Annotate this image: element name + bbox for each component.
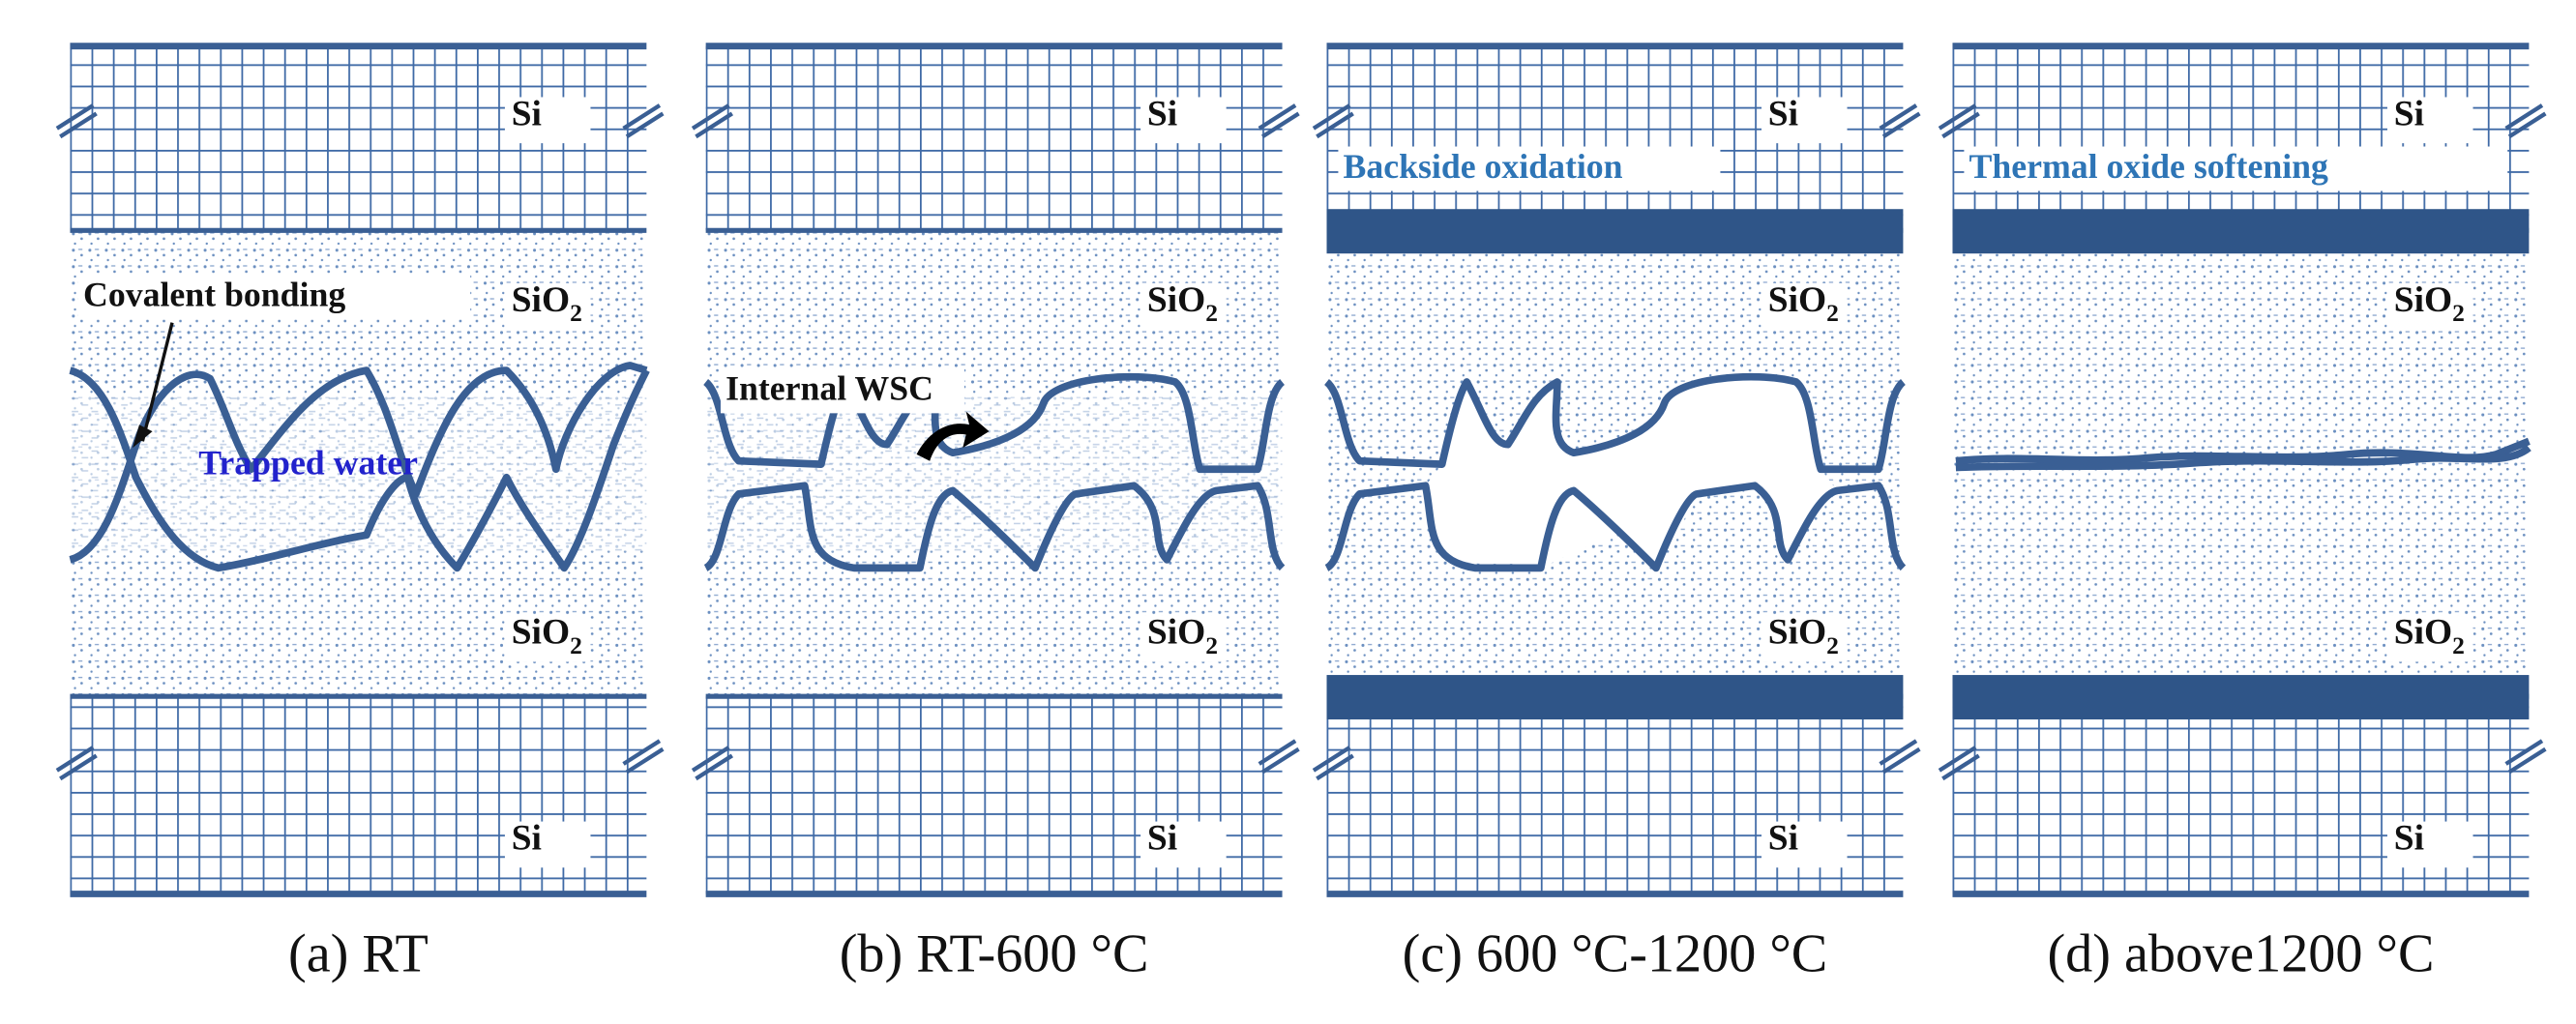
break-mark [1938,103,1980,139]
interface [1955,444,2532,472]
annotation-bg [720,368,964,414]
label-bg [1761,821,1848,868]
annotation: Internal WSC [725,369,933,408]
label-bg [2386,282,2473,330]
sio2-label-base: SiO [1147,280,1205,320]
label-bg [1140,821,1227,868]
break-mark [622,739,665,775]
sio2-label: SiO2 [2394,613,2465,659]
label-bg [2386,615,2473,662]
si-label: Si [2394,94,2424,133]
sio2-label-base: SiO [1147,613,1205,653]
sio2-label-sub: 2 [1205,631,1218,659]
annotation: Trapped water [198,443,418,482]
break-mark [1879,103,1921,139]
interface [69,362,648,564]
label-bg [504,821,591,868]
label-bg [1761,282,1848,330]
annotation: Covalent bonding [83,276,345,314]
pointer [140,322,174,442]
pointer-head [133,424,153,449]
label-bg [1761,97,1848,144]
label-bg [504,97,591,144]
break-mark [1312,746,1354,781]
label-bg [2386,821,2473,868]
void [1425,381,1698,569]
break-mark [691,746,734,781]
sio2-label-base: SiO [2394,280,2452,320]
break-mark [55,746,98,781]
break-mark [1258,739,1300,775]
label-bg [504,282,591,330]
sio2-label-base: SiO [1768,613,1826,653]
break-mark [691,103,734,139]
annotation-bg [1338,146,1721,191]
sio2-label-sub: 2 [2452,631,2465,659]
label-bg [2386,97,2473,144]
break-mark [55,103,98,139]
si-label: Si [1147,819,1177,859]
sio2-label: SiO2 [1768,613,1839,659]
caption: (b) RT-600 °C [840,924,1149,984]
caption: (a) RT [288,924,429,984]
si-label: Si [1768,819,1798,859]
sio2-label: SiO2 [1768,280,1839,327]
wsc-arrow [916,411,990,461]
sio2-label-sub: 2 [570,631,582,659]
oxide-bar [1326,209,1904,254]
label-bg [504,615,591,662]
sio2-label: SiO2 [512,613,582,659]
sio2-label: SiO2 [512,280,582,327]
interface [703,482,1286,572]
si-label: Si [512,819,542,859]
void [1573,376,1838,569]
si-label: Si [1147,94,1177,133]
si-label: Si [2394,819,2424,859]
sio2-label-sub: 2 [1826,631,1839,659]
break-mark [1312,103,1354,139]
sio2-label: SiO2 [1147,613,1218,659]
interface [69,366,650,572]
annotation-bg [1964,146,2508,191]
label-bg [1761,615,1848,662]
sio2-label-sub: 2 [1826,299,1839,327]
sio2-label: SiO2 [1147,280,1218,327]
sio2-label-base: SiO [512,280,570,320]
label-bg [1140,282,1227,330]
oxide-bar [1326,675,1904,720]
break-mark [1258,103,1300,139]
caption: (c) 600 °C-1200 °C [1403,924,1828,984]
sio2-label-base: SiO [1768,280,1826,320]
label-bg [1140,97,1227,144]
label-bg [1140,615,1227,662]
oxide-bar [1952,209,2530,254]
break-mark [1879,739,1921,775]
sio2-label: SiO2 [2394,280,2465,327]
annotation: Thermal oxide softening [1969,147,2329,186]
break-mark [2504,103,2547,139]
sio2-label-base: SiO [512,613,570,653]
break-mark [622,103,665,139]
interface [1955,437,2531,465]
caption: (d) above1200 °C [2047,924,2434,984]
sio2-label-sub: 2 [570,299,582,327]
annotation: Backside oxidation [1344,147,1623,186]
sio2-label-sub: 2 [1205,299,1218,327]
interface [1324,482,1907,572]
interface [1323,372,1907,474]
sio2-label-base: SiO [2394,613,2452,653]
break-mark [2504,739,2547,775]
oxide-bar [1952,675,2530,720]
sio2-label-sub: 2 [2452,299,2465,327]
break-mark [1938,746,1980,781]
si-label: Si [512,94,542,133]
si-label: Si [1768,94,1798,133]
annotation-bg [77,275,471,320]
